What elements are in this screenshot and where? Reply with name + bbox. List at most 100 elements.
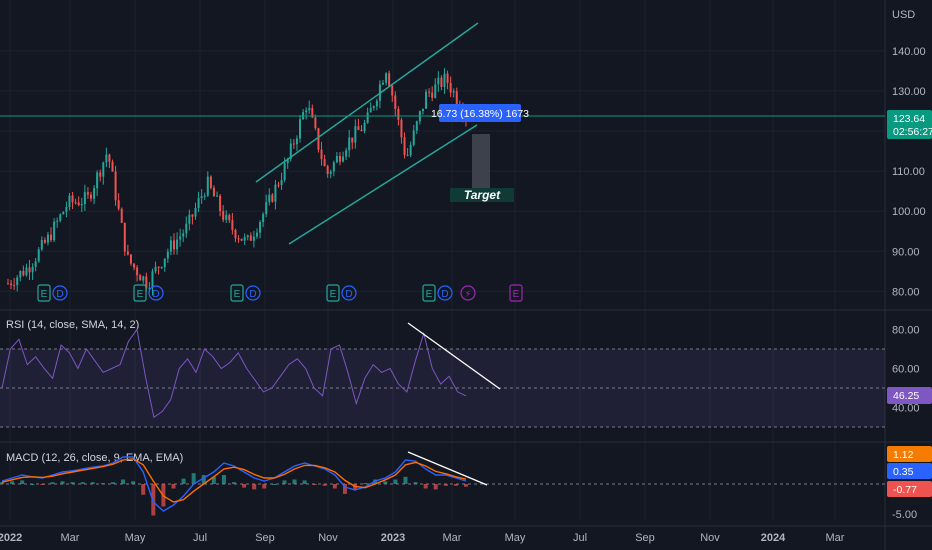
candle-body <box>240 238 243 241</box>
macd-pane <box>0 451 885 516</box>
candle-body <box>16 277 19 286</box>
event-icon[interactable]: E <box>133 284 147 302</box>
macd-histogram-bar <box>10 481 15 484</box>
last-price-badge: 02:56:27 <box>893 126 932 138</box>
event-letter: D <box>152 289 159 300</box>
candle-body <box>403 137 406 155</box>
macd-histogram-bar <box>131 481 136 484</box>
target-zone[interactable]: Target <box>450 134 514 202</box>
candle-body <box>151 271 154 289</box>
macd-histogram-bar <box>282 480 287 484</box>
candle-body <box>50 234 53 241</box>
candle-body <box>412 130 415 145</box>
time-axis[interactable]: 2022 Mar May Jul Sep Nov 2023 Mar May Jul Sep Nov 20… <box>0 525 932 544</box>
macd-histogram-bar <box>221 475 226 484</box>
candle-body <box>185 223 188 234</box>
candle-body <box>142 276 145 281</box>
macd-value-badge: 0.35 <box>893 466 914 478</box>
rsi-axis: 80.00 60.00 40.00 <box>892 325 920 415</box>
price-tick-label: 80.00 <box>892 286 920 298</box>
candle-body <box>431 92 434 98</box>
event-icon[interactable]: D <box>437 285 453 301</box>
dividend-icon <box>437 285 453 301</box>
price-tick-label: 90.00 <box>892 246 920 258</box>
earnings-icon <box>326 284 340 302</box>
candle-body <box>246 235 249 238</box>
candle-body <box>93 188 96 199</box>
earnings-icon <box>133 284 147 302</box>
time-tick-label: Sep <box>635 532 655 544</box>
event-icon[interactable]: ⚡ <box>460 285 476 301</box>
candle-body <box>182 233 185 237</box>
candle-body <box>133 263 136 268</box>
earnings-dividend-events[interactable]: E D E D E D E D E D ⚡ E <box>37 284 523 302</box>
candle-body <box>320 149 323 160</box>
event-icon[interactable]: E <box>37 284 51 302</box>
event-icon[interactable]: D <box>148 285 164 301</box>
macd-line <box>1 456 467 512</box>
macd-histogram-bar <box>60 481 65 484</box>
time-tick-label: May <box>505 532 526 544</box>
candle-body <box>314 117 317 129</box>
candle-body <box>139 275 142 281</box>
event-letter: E <box>513 289 520 300</box>
candle-body <box>443 73 446 87</box>
candle-body <box>111 161 114 172</box>
candle-body <box>62 211 65 215</box>
event-icon[interactable]: E <box>230 284 244 302</box>
time-tick-label: Jul <box>193 532 207 544</box>
candle-body <box>126 251 129 255</box>
candle-body <box>31 266 34 273</box>
time-tick-label: Mar <box>443 532 462 544</box>
time-tick-label: 2023 <box>381 532 405 544</box>
parallel-channel[interactable] <box>255 22 479 245</box>
event-icon[interactable]: E <box>509 284 523 302</box>
candle-body <box>209 176 212 188</box>
event-icon[interactable]: D <box>52 285 68 301</box>
macd-histogram-bar <box>40 484 45 485</box>
macd-histogram-bar <box>0 482 4 484</box>
macd-histogram-bar <box>100 483 105 485</box>
candle-body <box>354 126 357 143</box>
macd-divergence-line <box>407 451 488 486</box>
target-label-bg <box>450 188 514 202</box>
candle-body <box>34 261 37 267</box>
event-icon[interactable]: E <box>422 284 436 302</box>
candle-body <box>446 73 449 83</box>
candle-body <box>326 166 329 174</box>
candle-body <box>265 202 268 215</box>
candle-body <box>357 126 360 130</box>
macd-histogram-bar <box>312 484 317 485</box>
event-letter: E <box>234 289 241 300</box>
candle-body <box>449 82 452 93</box>
candle-body <box>105 154 108 163</box>
candle-body <box>455 91 458 105</box>
event-icon[interactable]: E <box>326 284 340 302</box>
candle-body <box>77 202 80 206</box>
candle-body <box>83 192 86 205</box>
candle-body <box>255 232 258 237</box>
candle-body <box>415 121 418 131</box>
macd-histogram-bar <box>433 484 438 490</box>
event-icon[interactable]: D <box>341 285 357 301</box>
macd-histogram-bar <box>110 482 115 484</box>
event-icon[interactable]: D <box>245 285 261 301</box>
candle-body <box>176 239 179 250</box>
candle-body <box>46 234 49 243</box>
macd-histogram-bar <box>20 480 25 484</box>
time-tick-label: Mar <box>61 532 80 544</box>
candle-body <box>194 208 197 217</box>
macd-histogram-bar <box>453 484 458 486</box>
candle-body <box>397 108 400 120</box>
candle-body <box>200 196 203 199</box>
price-range-measure[interactable]: 16.73 (16.38%) 1673 <box>431 104 529 122</box>
event-letter: E <box>137 289 144 300</box>
signal-line <box>1 458 467 503</box>
time-tick-label: Nov <box>318 532 338 544</box>
candle-body <box>283 163 286 181</box>
candle-body <box>400 119 403 138</box>
dividend-icon <box>245 285 261 301</box>
